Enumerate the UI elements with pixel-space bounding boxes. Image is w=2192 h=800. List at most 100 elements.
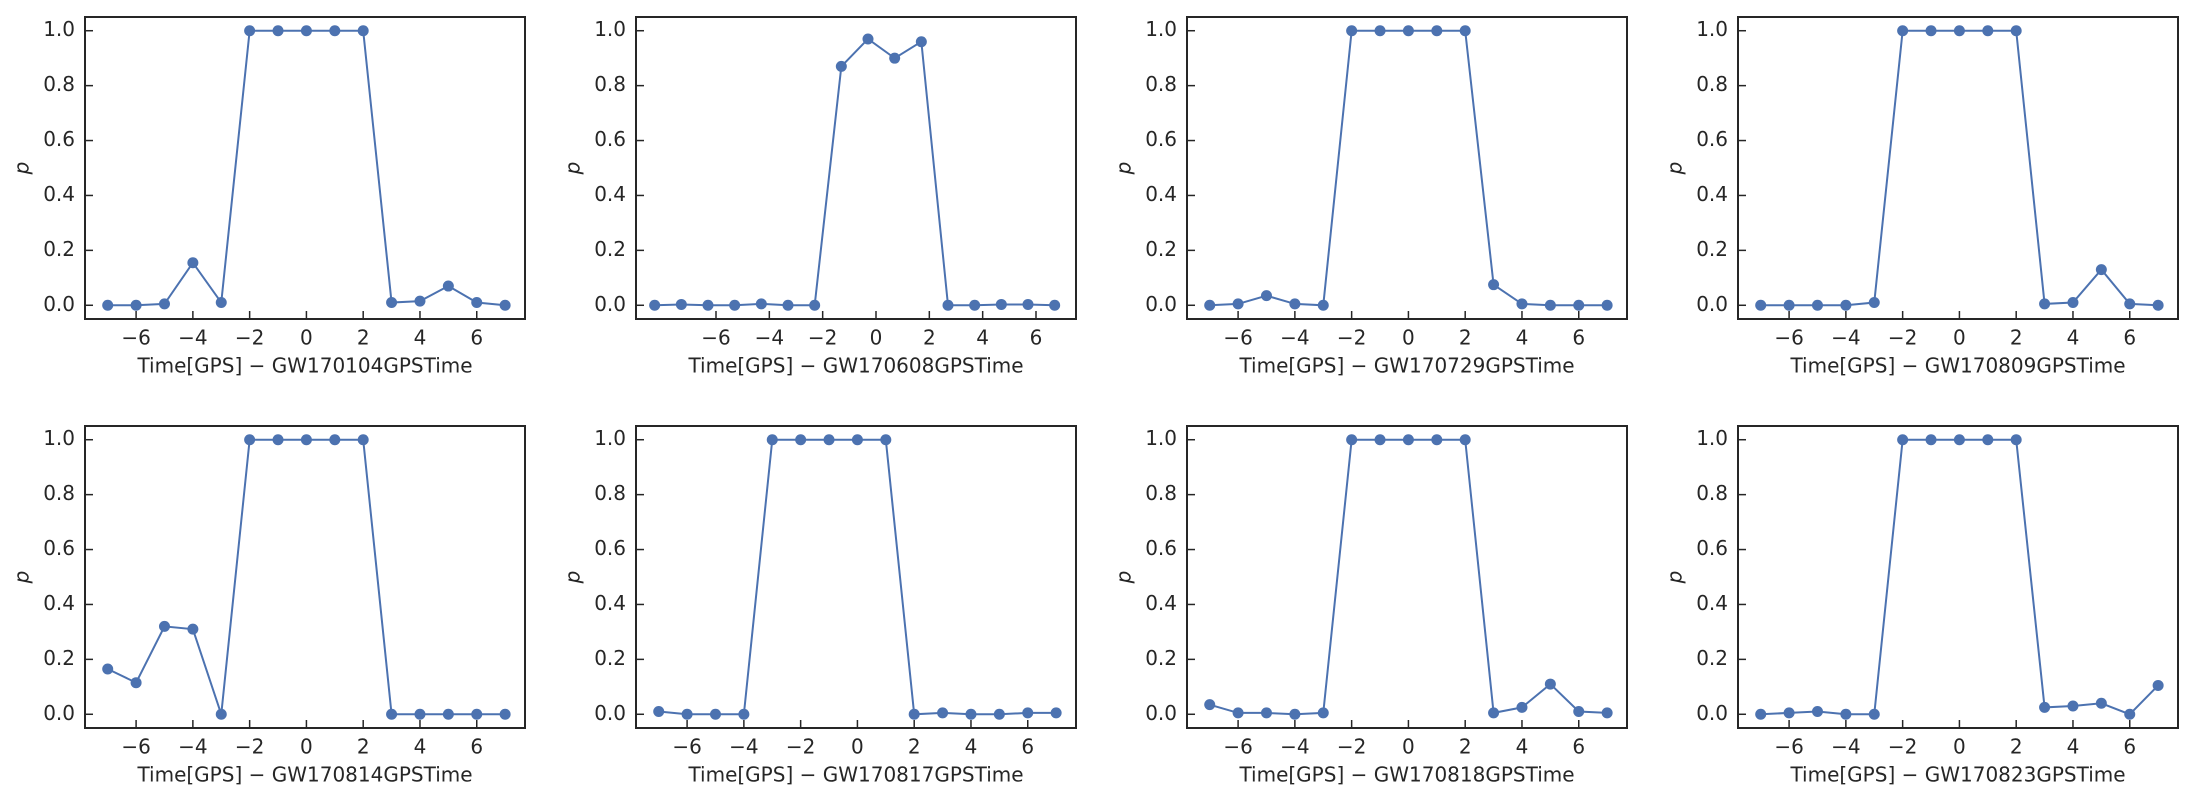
data-point [969, 299, 981, 311]
data-point [499, 299, 511, 311]
x-tick-label: 6 [470, 326, 483, 350]
x-tick-label: −6 [1774, 326, 1803, 350]
data-point [889, 52, 901, 64]
data-point [102, 299, 114, 311]
data-point [244, 434, 256, 446]
x-tick-label: 6 [2123, 326, 2136, 350]
y-tick-label: 1.0 [43, 426, 75, 450]
data-point [702, 299, 714, 311]
y-tick-label: 0.2 [43, 237, 75, 261]
data-point [130, 677, 142, 689]
data-point [102, 663, 114, 675]
x-tick-label: −4 [1280, 326, 1309, 350]
x-tick-label: 2 [2010, 326, 2023, 350]
data-point [880, 434, 892, 446]
y-tick-label: 0.8 [1696, 481, 1728, 505]
data-point [1783, 707, 1795, 719]
data-line [1209, 29, 1608, 307]
data-point [1755, 708, 1767, 720]
subplot: 0.0 0.2 0.4 0.6 0.8 1.0 −6 −4 −2 0 2 4 6 Time[GPS] − … [1663, 16, 2179, 378]
y-tick-label: 1.0 [594, 426, 626, 450]
y-tick-label: 0.4 [1145, 182, 1177, 206]
data-line [658, 438, 1057, 716]
data-line [654, 37, 1055, 307]
x-tick-label: −6 [121, 326, 150, 350]
x-tick-label: 0 [1402, 326, 1415, 350]
x-tick-label: −6 [1223, 326, 1252, 350]
y-tick-label: 0.2 [594, 646, 626, 670]
x-tick-label: 0 [851, 735, 864, 759]
subplot: 0.0 0.2 0.4 0.6 0.8 1.0 −6 −4 −2 0 2 4 6 Time[GPS] − … [561, 425, 1077, 787]
y-tick-label: 0.6 [1145, 127, 1177, 151]
y-tick-label: 0.4 [594, 182, 626, 206]
data-point [908, 708, 920, 720]
data-point [1260, 290, 1272, 302]
data-point [2039, 701, 2051, 713]
data-point [1459, 434, 1471, 446]
x-tick-label: 0 [1953, 735, 1966, 759]
data-point [1897, 434, 1909, 446]
data-point [862, 33, 874, 45]
data-point [1573, 706, 1585, 718]
data-point [1840, 708, 1852, 720]
data-point [681, 708, 693, 720]
x-axis-label: Time[GPS] − GW170104GPSTime [136, 354, 472, 378]
x-tick-label: −2 [235, 326, 264, 350]
y-tick-label: 0.4 [43, 591, 75, 615]
y-tick-label: 0.0 [43, 701, 75, 725]
data-point [158, 620, 170, 632]
x-tick-label: 4 [965, 735, 978, 759]
data-point [649, 299, 661, 311]
subplot: 0.0 0.2 0.4 0.6 0.8 1.0 −6 −4 −2 0 2 4 6 Time[GPS] − … [1112, 425, 1628, 787]
x-tick-label: −6 [1223, 735, 1252, 759]
data-line [107, 29, 506, 307]
y-tick-label: 0.0 [594, 701, 626, 725]
data-point [1289, 708, 1301, 720]
data-point [993, 708, 1005, 720]
data-point [1811, 299, 1823, 311]
y-tick-label: 0.2 [1145, 237, 1177, 261]
y-tick-label: 0.8 [1145, 481, 1177, 505]
data-point [942, 299, 954, 311]
data-point [1022, 707, 1034, 719]
data-point [471, 297, 483, 309]
data-point [709, 708, 721, 720]
y-axis-label: p [561, 571, 585, 585]
data-point [851, 434, 863, 446]
x-tick-label: −4 [1831, 326, 1860, 350]
y-tick-label: 1.0 [1696, 17, 1728, 41]
data-point [357, 434, 369, 446]
x-tick-label: 2 [1459, 735, 1472, 759]
x-tick-label: 0 [870, 326, 883, 350]
y-tick-label: 0.8 [594, 481, 626, 505]
x-tick-label: 4 [1516, 735, 1529, 759]
data-point [442, 280, 454, 292]
x-tick-label: 2 [908, 735, 921, 759]
data-point [1232, 298, 1244, 310]
data-point [1459, 25, 1471, 37]
data-point [1402, 25, 1414, 37]
data-point [2152, 299, 2164, 311]
data-point [782, 299, 794, 311]
plot-frame [635, 16, 1077, 320]
x-axis-label: Time[GPS] − GW170823GPSTime [1789, 763, 2125, 787]
x-axis-label: Time[GPS] − GW170608GPSTime [687, 354, 1023, 378]
plot-frame [1737, 16, 2179, 320]
data-point [386, 297, 398, 309]
data-point [915, 36, 927, 48]
data-point [1346, 25, 1358, 37]
data-point [809, 299, 821, 311]
data-point [675, 298, 687, 310]
x-axis-label: Time[GPS] − GW170729GPSTime [1238, 354, 1574, 378]
y-tick-label: 0.6 [43, 536, 75, 560]
x-tick-label: −2 [786, 735, 815, 759]
x-tick-label: −4 [755, 326, 784, 350]
y-tick-label: 0.2 [43, 646, 75, 670]
x-tick-label: −6 [1774, 735, 1803, 759]
data-point [471, 708, 483, 720]
x-tick-label: −6 [701, 326, 730, 350]
y-tick-label: 0.6 [43, 127, 75, 151]
data-point [1260, 707, 1272, 719]
y-axis-label: p [561, 162, 585, 176]
data-point [2124, 298, 2136, 310]
